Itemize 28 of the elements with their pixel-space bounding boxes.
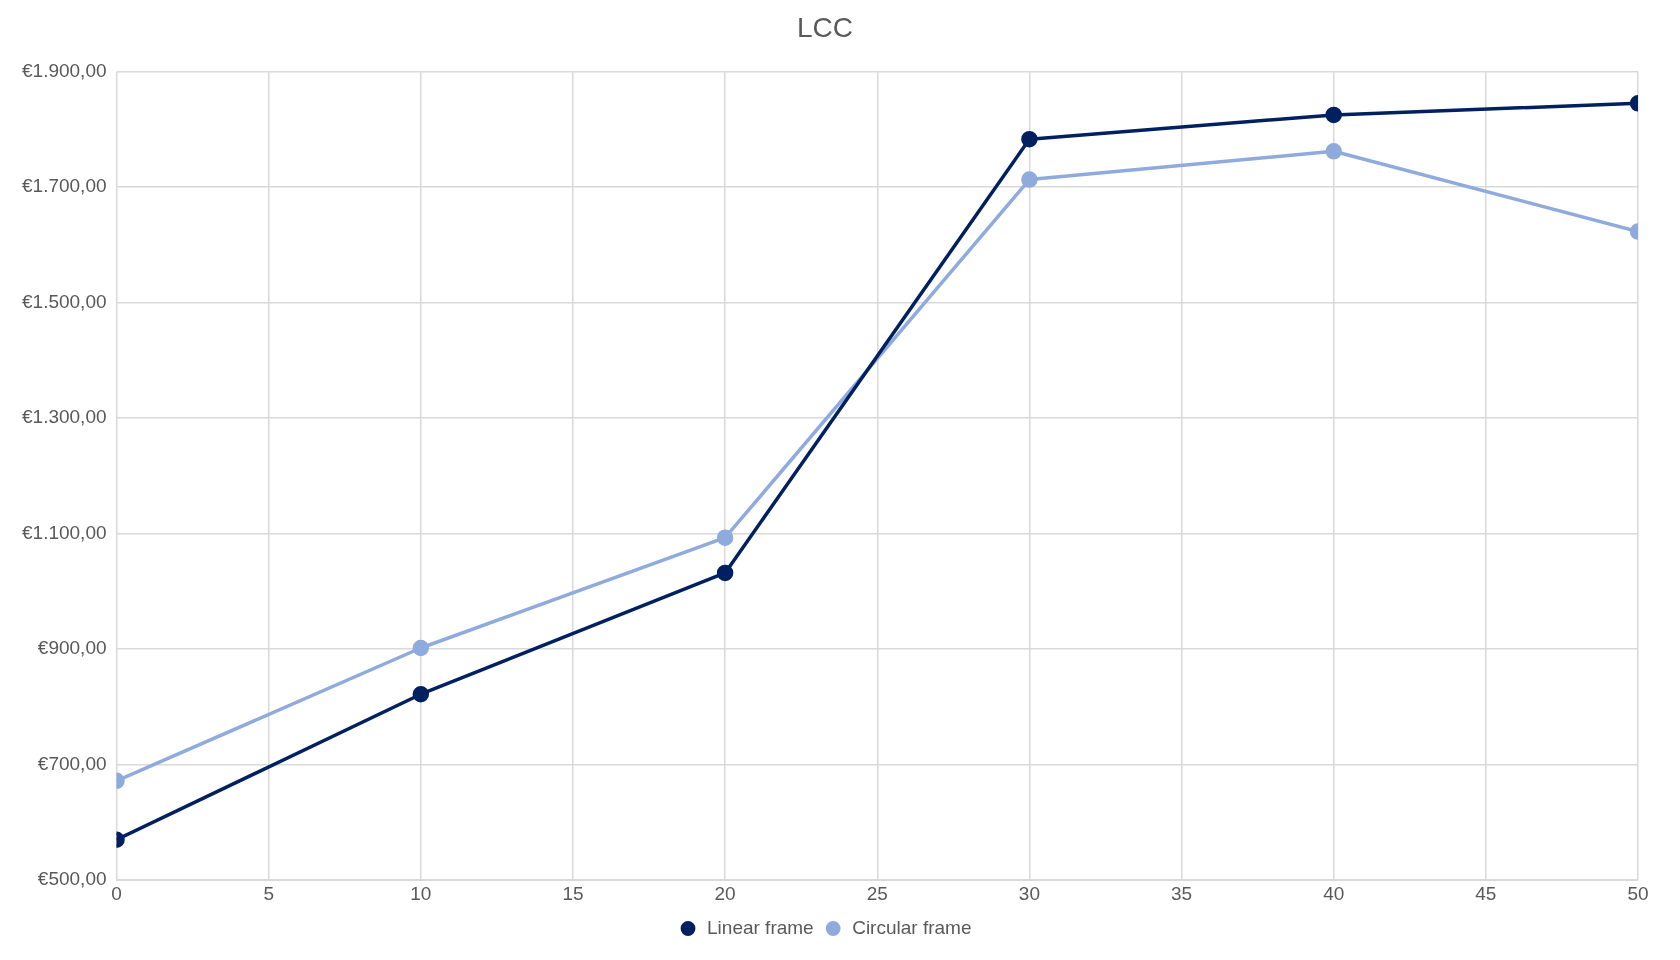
point [1021,171,1038,188]
point [716,564,734,582]
x-tick-label: 25 [866,882,888,904]
point [412,639,430,657]
point [1021,130,1038,148]
x-tick-label: 45 [1475,882,1497,904]
y-tick-label: €1.900,00 [21,59,107,81]
y-tick-label: €700,00 [37,752,107,774]
x-tick-label: 10 [410,882,432,904]
legend-label: Linear frame [707,916,814,938]
legend-label: Circular frame [852,916,972,938]
x-tick-label: 5 [263,882,274,904]
y-tick-label: €1.500,00 [21,290,107,312]
x-tick-label: 30 [1018,882,1040,904]
y-tick-label: €1.700,00 [21,175,107,197]
x-tick-label: 50 [1627,882,1649,904]
y-tick-label: €500,00 [37,868,107,890]
x-tick-label: 0 [111,882,122,904]
y-tick-label: €1.300,00 [21,406,107,428]
y-tick-label: €900,00 [37,637,107,659]
x-tick-label: 35 [1170,882,1193,904]
point [716,529,734,546]
point [412,685,430,703]
x-tick-label: 15 [562,882,584,904]
x-tick-label: 20 [714,882,736,904]
x-tick-label: 40 [1323,882,1345,904]
chart-title: LCC [796,11,854,43]
y-tick-label: €1.100,00 [21,521,107,543]
